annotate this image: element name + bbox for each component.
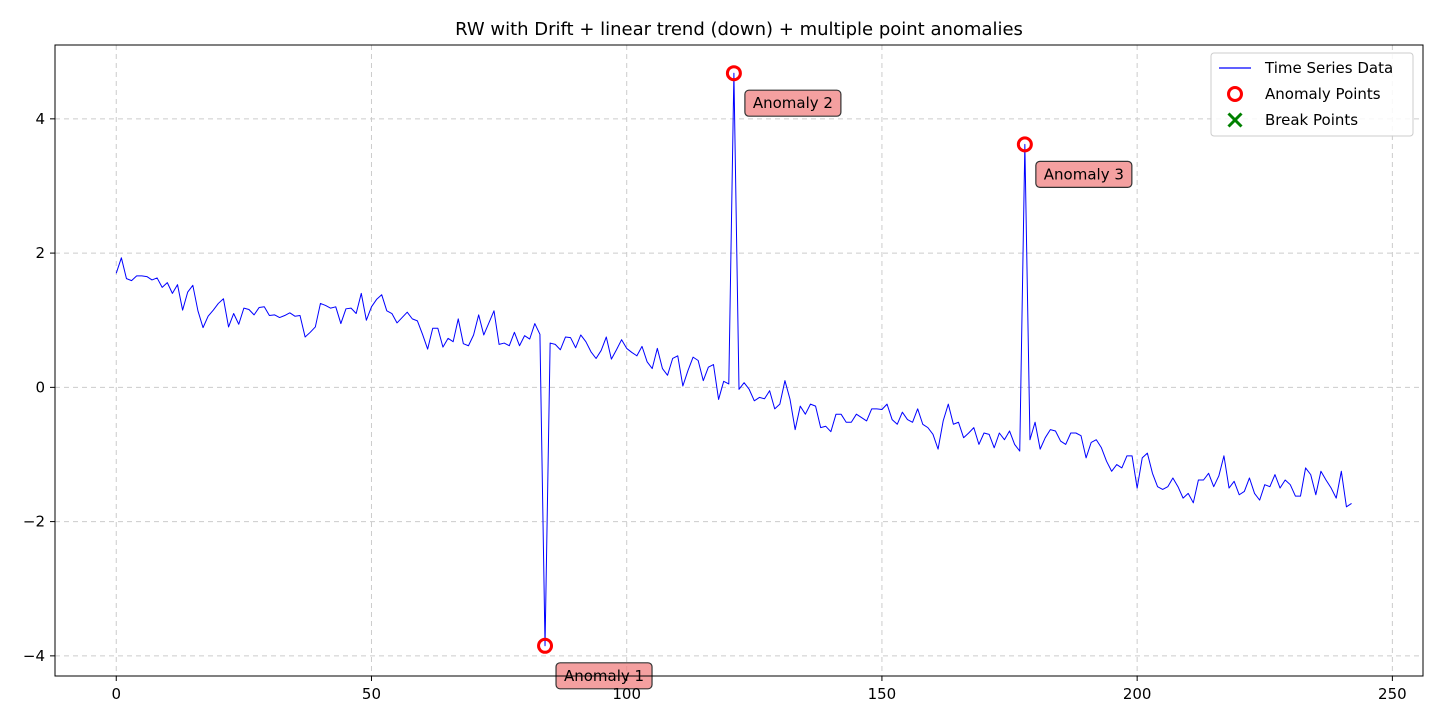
plot-frame xyxy=(54,44,1424,677)
grid xyxy=(55,45,1423,676)
anomaly-annotation: Anomaly 3 xyxy=(1035,160,1133,188)
series-line-time-series-data xyxy=(115,72,1352,647)
annotation-label: Anomaly 2 xyxy=(753,94,833,112)
annotation-label: Anomaly 3 xyxy=(1044,165,1124,183)
y-tick-label: 0 xyxy=(35,378,45,396)
legend-label: Break Points xyxy=(1265,111,1358,129)
x-tick-label: 150 xyxy=(868,685,897,703)
y-tick-label: 2 xyxy=(35,244,45,262)
annotation-box xyxy=(1035,160,1133,188)
anomaly-point xyxy=(1016,136,1033,153)
y-tick-label: −2 xyxy=(23,513,45,531)
legend-frame xyxy=(1210,52,1414,137)
axis-ticks: 0 50 100 150 200 250 −4 −2 0 2 4 xyxy=(23,110,1407,703)
x-tick-label: 200 xyxy=(1123,685,1152,703)
x-tick-label: 50 xyxy=(362,685,381,703)
anomaly-layer xyxy=(537,65,1033,654)
legend-circle-swatch xyxy=(1227,86,1243,102)
legend-x-swatch xyxy=(1227,112,1243,128)
chart-title: RW with Drift + linear trend (down) + mu… xyxy=(455,19,1023,40)
x-tick-label: 0 xyxy=(111,685,121,703)
anomaly-annotation: Anomaly 2 xyxy=(744,89,842,117)
legend-entry: Time Series Data xyxy=(1219,59,1393,77)
y-tick-label: 4 xyxy=(35,110,45,128)
y-tick-label: −4 xyxy=(23,647,45,665)
legend-label: Time Series Data xyxy=(1264,59,1393,77)
legend-entry: Anomaly Points xyxy=(1227,85,1381,103)
anomaly-point xyxy=(725,65,742,82)
x-tick-label: 250 xyxy=(1378,685,1407,703)
anomaly-point xyxy=(537,637,554,654)
x-tick-label: 100 xyxy=(612,685,641,703)
annotation-box xyxy=(744,89,842,117)
legend-label: Anomaly Points xyxy=(1265,85,1381,103)
series-layer xyxy=(115,72,1352,647)
legend-entry: Break Points xyxy=(1227,111,1358,129)
legend: Time Series Data Anomaly Points Break Poin… xyxy=(1210,52,1414,137)
